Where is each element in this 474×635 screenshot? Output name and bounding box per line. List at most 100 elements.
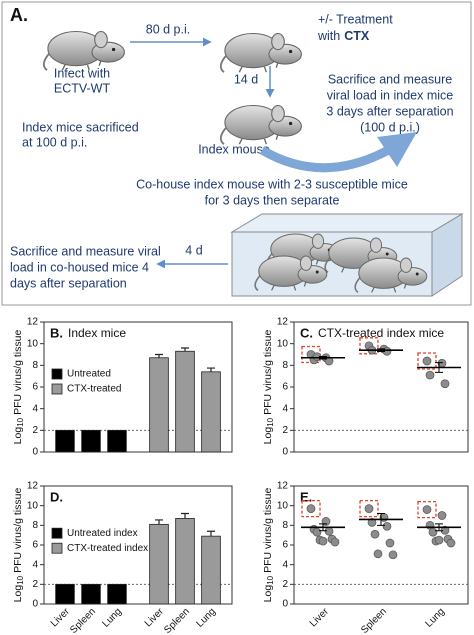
- y-axis-label: Log10 PFU virus/g tissue: [12, 330, 25, 445]
- data-point: [367, 518, 377, 527]
- error-bar: [435, 362, 443, 373]
- bar: [55, 429, 75, 453]
- error-bar: [377, 513, 385, 526]
- arrow-label: 14 d: [234, 72, 258, 86]
- data-point: [440, 379, 450, 389]
- y-axis-label-subscript: 10: [16, 417, 25, 426]
- y-tick-label: 8: [282, 520, 288, 531]
- data-point: [428, 527, 438, 537]
- error-bar: [377, 348, 385, 352]
- highlight-box: [359, 337, 379, 355]
- panel-label: D.: [50, 489, 63, 504]
- bar: [55, 583, 75, 605]
- data-point: [330, 537, 340, 547]
- highlight-box: [417, 352, 437, 370]
- y-tick-label: 0: [32, 599, 38, 610]
- bar: [149, 523, 169, 605]
- y-tick-label: 4: [32, 403, 38, 414]
- bar: [81, 429, 101, 453]
- x-tick-label: Lung: [194, 606, 218, 630]
- y-tick-label: 10: [277, 338, 289, 349]
- bar: [81, 583, 101, 605]
- error-bar: [155, 353, 163, 358]
- highlight-box: [301, 499, 321, 518]
- legend-label: CTX-treated: [67, 384, 121, 395]
- y-axis-label-part: Log: [262, 427, 274, 445]
- highlight-box: [417, 500, 437, 519]
- diagram: A. Infect with ECTV-WT 80 d p.i. +/- Tre…: [1, 1, 472, 306]
- step-text: for 3 days then separate: [205, 193, 340, 207]
- y-tick-label: 4: [32, 559, 38, 570]
- y-tick-label: 2: [32, 425, 38, 436]
- y-axis-label-part: Log: [12, 427, 24, 445]
- y-axis-label-part: PFU virus/g tissue: [12, 488, 24, 573]
- data-point: [434, 535, 444, 545]
- y-tick-label: 2: [32, 579, 38, 590]
- legend-label: Untreated: [67, 369, 111, 380]
- legend-label: Untreated index: [67, 528, 138, 539]
- chart-title: CTX-treated index mice: [318, 326, 444, 340]
- y-tick-label: 10: [277, 500, 289, 511]
- legend-swatch: [51, 383, 63, 395]
- x-tick-label: Lung: [423, 606, 447, 630]
- x-tick-label: Liver: [49, 606, 73, 630]
- error-bar: [207, 530, 215, 537]
- error-bar: [207, 367, 215, 372]
- data-point: [382, 521, 392, 531]
- legend-swatch: [51, 368, 63, 380]
- step-text: Infect with: [54, 66, 110, 80]
- y-tick-label: 10: [27, 500, 39, 511]
- error-bar: [181, 347, 189, 352]
- data-point: [422, 356, 432, 366]
- y-tick-label: 6: [282, 540, 288, 551]
- y-axis-label-subscript: 10: [16, 575, 25, 584]
- y-tick-label: 12: [277, 317, 289, 328]
- bar: [107, 429, 127, 453]
- data-point: [370, 529, 380, 539]
- y-tick-label: 12: [277, 481, 289, 492]
- data-point: [312, 527, 322, 537]
- arrow-label: 4 d: [185, 243, 202, 257]
- drug-name: CTX: [344, 29, 370, 43]
- arrow-label: 80 d p.i.: [146, 22, 190, 36]
- step-text: with: [317, 29, 340, 43]
- step-text: Co-house index mouse with 2-3 susceptibl…: [136, 177, 408, 191]
- highlight-box: [359, 499, 379, 518]
- y-axis-label-part: Log: [12, 585, 24, 603]
- bar: [149, 357, 169, 453]
- data-point: [385, 538, 395, 548]
- step-text: 3 days after separation: [326, 104, 453, 118]
- y-tick-label: 12: [27, 481, 39, 492]
- data-point: [364, 504, 374, 513]
- panel-label: B.: [50, 325, 63, 340]
- step-text: viral load in index mice: [327, 88, 453, 102]
- y-tick-label: 4: [282, 403, 288, 414]
- step-text: at 100 d p.i.: [22, 135, 87, 149]
- step-text: ECTV-WT: [54, 81, 111, 95]
- y-tick-label: 12: [27, 317, 39, 328]
- step-text: load in co-housed mice 4: [10, 260, 149, 274]
- plot-frame: [293, 321, 469, 453]
- step-text: (100 d p.i.): [360, 120, 420, 134]
- y-tick-label: 10: [27, 338, 39, 349]
- error-bar: [319, 523, 327, 532]
- y-tick-label: 0: [282, 599, 288, 610]
- panel-label: A.: [10, 5, 28, 25]
- x-tick-label: Lung: [100, 606, 124, 630]
- legend-swatch: [51, 527, 63, 539]
- bar: [201, 371, 221, 453]
- bar: [175, 350, 195, 453]
- error-bar: [435, 523, 443, 532]
- chart-title: Index mice: [68, 326, 126, 340]
- data-point: [425, 370, 435, 380]
- legend-swatch: [51, 542, 63, 554]
- y-axis-label: Log10 PFU virus/g tissue: [12, 488, 25, 603]
- y-tick-label: 8: [32, 520, 38, 531]
- error-bar: [155, 519, 163, 525]
- bar: [175, 518, 195, 605]
- panel-label: C.: [300, 325, 313, 340]
- data-point: [306, 504, 316, 513]
- y-axis-label-part: PFU virus/g tissue: [12, 330, 24, 415]
- y-axis-label: Log10 PFU virus/g tissue: [262, 488, 275, 603]
